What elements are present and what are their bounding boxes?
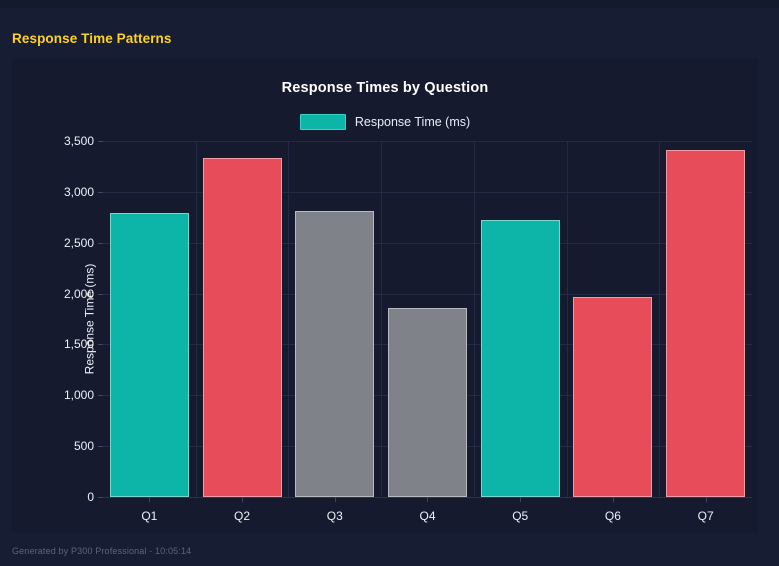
x-tickmark-q1 — [149, 497, 151, 502]
gridline-y-3500 — [103, 141, 752, 142]
x-tick-label-q1: Q1 — [141, 509, 158, 523]
legend-swatch-response-time — [299, 114, 346, 130]
x-tick-label-q7: Q7 — [697, 509, 714, 523]
bar-group-q3: Q3 — [288, 141, 381, 523]
x-tick-label-q4: Q4 — [419, 509, 436, 523]
bar-group-q6: Q6 — [567, 141, 660, 523]
x-tick-label-q3: Q3 — [326, 509, 343, 523]
y-tick-label: 1,500 — [63, 337, 94, 352]
gridline-x-5 — [566, 141, 568, 497]
plot-area: Response Time (ms) 0 500 1,000 1,500 2,000 2,… — [64, 134, 752, 523]
y-tick-label: 2,000 — [63, 286, 94, 301]
y-tickmark-500 — [98, 446, 103, 448]
y-tickmark-2500 — [98, 242, 103, 244]
x-tickmark-q7 — [705, 497, 707, 502]
gridline-x-3 — [381, 141, 383, 497]
x-tick-label-q2: Q2 — [234, 509, 251, 523]
gridline-x-2 — [288, 141, 290, 497]
bars-layer: Q1 Q2 Q3 Q4 Q5 Q6 Q7 — [103, 141, 752, 523]
chart-card: Response Times by Question Response Time… — [12, 58, 758, 533]
gridline-x-4 — [473, 141, 475, 497]
footer-generated-by: Generated by P300 Professional - 10:05:1… — [12, 546, 192, 556]
x-tickmark-q6 — [612, 497, 614, 502]
chart-title: Response Times by Question — [281, 80, 489, 96]
x-tickmark-q4 — [427, 497, 429, 502]
gridline-y-2500 — [103, 242, 752, 244]
bar-group-q7: Q7 — [659, 141, 752, 523]
page-title: Response Time Patterns — [12, 31, 172, 46]
bar-q5[interactable] — [480, 220, 560, 497]
y-tickmark-0 — [98, 497, 103, 498]
bar-q3[interactable] — [295, 211, 375, 497]
bar-q4[interactable] — [387, 307, 467, 497]
y-tick-label: 500 — [73, 439, 94, 454]
bar-q1[interactable] — [109, 213, 189, 497]
y-tickmark-3000 — [98, 191, 103, 193]
window-top-strip — [0, 0, 779, 8]
bar-group-q4: Q4 — [381, 141, 474, 523]
bar-q2[interactable] — [202, 157, 282, 497]
y-tickmark-1500 — [98, 344, 103, 346]
y-tick-label: 2,500 — [63, 235, 94, 250]
y-tickmark-1000 — [98, 395, 103, 397]
x-tick-label-q5: Q5 — [512, 509, 529, 523]
bar-group-q5: Q5 — [474, 141, 567, 523]
y-tick-label: 1,000 — [63, 388, 94, 403]
x-tickmark-q2 — [242, 497, 244, 502]
gridline-y-2000 — [103, 293, 752, 295]
y-tickmark-3500 — [98, 141, 103, 142]
gridline-x-6 — [659, 141, 661, 497]
x-tickmark-q3 — [334, 497, 336, 502]
bar-group-q2: Q2 — [196, 141, 289, 523]
y-tick-label: 3,500 — [63, 134, 94, 148]
x-tickmark-q5 — [520, 497, 522, 502]
gridline-x-1 — [195, 141, 197, 497]
bar-q7[interactable] — [666, 149, 746, 497]
bar-q6[interactable] — [573, 297, 653, 497]
y-tickmark-2000 — [98, 293, 103, 295]
x-tick-label-q6: Q6 — [604, 509, 621, 523]
y-tick-label: 3,000 — [63, 184, 94, 199]
legend-label-response-time: Response Time (ms) — [354, 115, 471, 129]
gridline-y-3000 — [103, 191, 752, 193]
y-tick-label: 0 — [87, 490, 94, 504]
bar-group-q1: Q1 — [103, 141, 196, 523]
chart-legend[interactable]: Response Time (ms) — [12, 114, 758, 130]
y-axis-title: Response Time (ms) — [82, 263, 97, 375]
